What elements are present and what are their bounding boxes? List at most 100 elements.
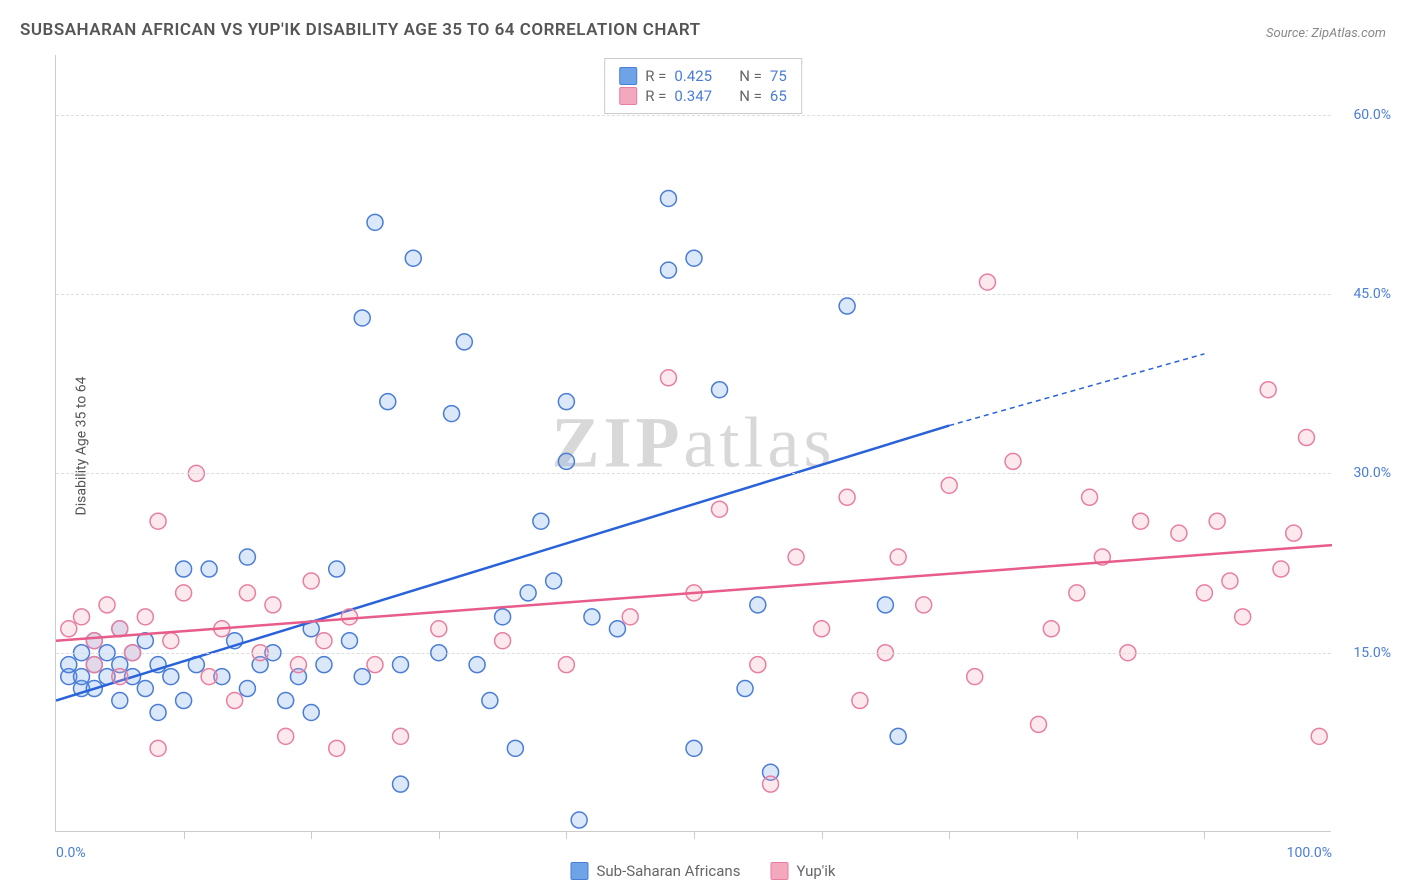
legend-series-label: Sub-Saharan Africans <box>596 862 740 880</box>
scatter-point <box>303 704 319 720</box>
scatter-point <box>239 585 255 601</box>
scatter-point <box>839 298 855 314</box>
r-label: R = <box>645 87 666 105</box>
scatter-point <box>176 693 192 709</box>
scatter-point <box>482 693 498 709</box>
legend-series-item: Yup'ik <box>770 862 835 880</box>
chart-title: SUBSAHARAN AFRICAN VS YUP'IK DISABILITY … <box>20 20 701 40</box>
legend-stat-row: R = 0.347 N = 65 <box>619 87 787 105</box>
scatter-point <box>686 250 702 266</box>
scatter-point <box>354 669 370 685</box>
scatter-point <box>74 669 90 685</box>
scatter-point <box>890 728 906 744</box>
scatter-point <box>839 489 855 505</box>
scatter-point <box>227 693 243 709</box>
scatter-point <box>1031 716 1047 732</box>
scatter-point <box>763 776 779 792</box>
scatter-point <box>176 561 192 577</box>
scatter-point <box>163 633 179 649</box>
y-tick-label: 60.0% <box>1353 107 1391 123</box>
scatter-point <box>303 573 319 589</box>
legend-swatch <box>619 87 637 105</box>
scatter-point <box>750 657 766 673</box>
r-value: 0.425 <box>674 67 712 85</box>
scatter-point <box>354 310 370 326</box>
gridline <box>56 653 1331 654</box>
scatter-point <box>660 262 676 278</box>
trend-line-extrapolated <box>949 354 1204 426</box>
gridline <box>56 473 1331 474</box>
n-value: 65 <box>770 87 787 105</box>
scatter-point <box>877 597 893 613</box>
scatter-point <box>495 633 511 649</box>
source-attribution: Source: ZipAtlas.com <box>1266 26 1386 41</box>
scatter-point <box>405 250 421 266</box>
scatter-point <box>278 728 294 744</box>
scatter-point <box>686 740 702 756</box>
gridline <box>56 115 1331 116</box>
scatter-point <box>1273 561 1289 577</box>
scatter-point <box>112 693 128 709</box>
scatter-svg <box>56 55 1331 831</box>
legend-series-item: Sub-Saharan Africans <box>570 862 740 880</box>
scatter-point <box>533 513 549 529</box>
scatter-point <box>265 597 281 613</box>
x-tick <box>694 831 695 839</box>
scatter-point <box>86 657 102 673</box>
scatter-point <box>380 394 396 410</box>
x-tick <box>566 831 567 839</box>
scatter-point <box>367 657 383 673</box>
scatter-point <box>176 585 192 601</box>
scatter-point <box>558 657 574 673</box>
scatter-point <box>916 597 932 613</box>
scatter-point <box>941 477 957 493</box>
scatter-point <box>1005 453 1021 469</box>
scatter-point <box>750 597 766 613</box>
scatter-point <box>456 334 472 350</box>
legend-swatch <box>619 67 637 85</box>
y-tick-label: 45.0% <box>1353 286 1391 302</box>
scatter-point <box>393 657 409 673</box>
legend-swatch <box>770 862 788 880</box>
n-label: N = <box>739 87 762 105</box>
scatter-point <box>712 382 728 398</box>
n-label: N = <box>739 67 762 85</box>
x-min-label: 0.0% <box>56 845 86 861</box>
legend-series-label: Yup'ik <box>796 862 835 880</box>
scatter-point <box>329 561 345 577</box>
scatter-point <box>393 728 409 744</box>
r-value: 0.347 <box>674 87 712 105</box>
scatter-point <box>712 501 728 517</box>
scatter-point <box>622 609 638 625</box>
scatter-point <box>584 609 600 625</box>
scatter-point <box>1260 382 1276 398</box>
legend-stat-row: R = 0.425 N = 75 <box>619 67 787 85</box>
x-max-label: 100.0% <box>1287 845 1332 861</box>
x-tick <box>1077 831 1078 839</box>
scatter-point <box>341 609 357 625</box>
y-tick-label: 30.0% <box>1353 465 1391 481</box>
scatter-point <box>967 669 983 685</box>
scatter-point <box>1209 513 1225 529</box>
scatter-point <box>201 669 217 685</box>
x-tick <box>1204 831 1205 839</box>
scatter-point <box>137 681 153 697</box>
scatter-point <box>137 609 153 625</box>
scatter-point <box>788 549 804 565</box>
scatter-point <box>571 812 587 828</box>
x-tick <box>822 831 823 839</box>
legend-stats: R = 0.425 N = 75 R = 0.347 N = 65 <box>604 58 802 114</box>
gridline <box>56 294 1331 295</box>
scatter-point <box>660 190 676 206</box>
n-value: 75 <box>770 67 787 85</box>
scatter-point <box>239 549 255 565</box>
chart-plot-area: ZIPatlas 15.0%30.0%45.0%60.0%0.0%100.0% <box>55 55 1331 832</box>
scatter-point <box>1235 609 1251 625</box>
scatter-point <box>1082 489 1098 505</box>
scatter-point <box>201 561 217 577</box>
scatter-point <box>495 609 511 625</box>
x-tick <box>439 831 440 839</box>
scatter-point <box>61 657 77 673</box>
scatter-point <box>112 669 128 685</box>
scatter-point <box>814 621 830 637</box>
